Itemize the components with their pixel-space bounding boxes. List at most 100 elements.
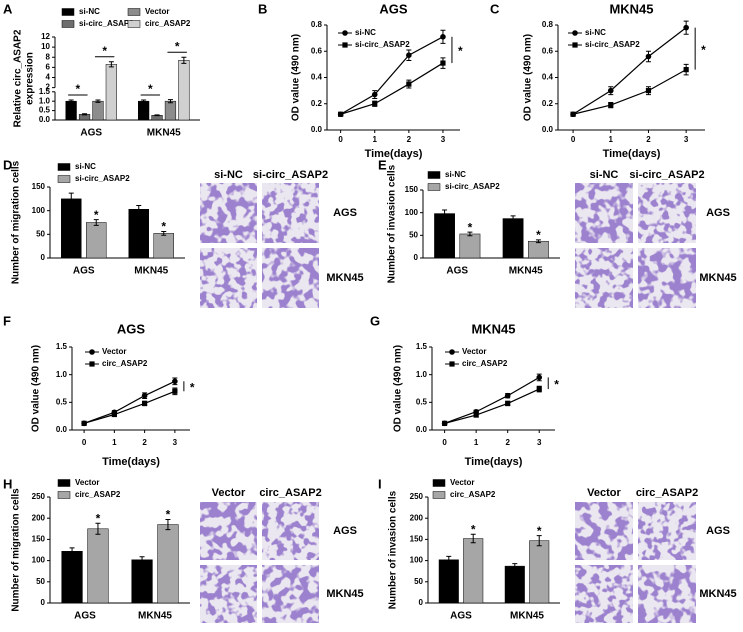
legend-swatch bbox=[57, 163, 71, 171]
error-bar bbox=[510, 215, 516, 222]
y-tick-label: 6 bbox=[46, 62, 51, 71]
x-tick-label: AGS bbox=[74, 611, 96, 622]
legend-label: si-NC bbox=[445, 170, 466, 179]
micrograph-cells bbox=[638, 183, 696, 243]
x-tick-label: 0 bbox=[442, 438, 447, 447]
image-column-label: Vector bbox=[587, 487, 621, 499]
significance-label: * bbox=[458, 44, 463, 58]
panel-letter: I bbox=[378, 476, 382, 491]
x-tick-label: 3 bbox=[537, 438, 542, 447]
x-tick-label: 2 bbox=[505, 438, 510, 447]
x-tick-label: MKN45 bbox=[510, 611, 544, 622]
y-tick-label: 150 bbox=[410, 535, 424, 544]
marker bbox=[607, 87, 614, 94]
y-tick-label: 150 bbox=[405, 185, 419, 194]
legend-swatch bbox=[127, 8, 141, 16]
y-axis-label: Relative circ_ASAP2 bbox=[13, 29, 24, 127]
legend-label: si-NC bbox=[79, 7, 100, 16]
y-tick-label: 1.0 bbox=[56, 370, 68, 379]
marker bbox=[172, 378, 178, 385]
x-tick-label: MKN45 bbox=[134, 266, 168, 277]
y-tick-label: 100 bbox=[32, 206, 46, 215]
y-axis-label: expression bbox=[25, 52, 36, 105]
marker bbox=[683, 24, 689, 31]
significance-label: * bbox=[554, 377, 559, 391]
legend-label: Vector bbox=[102, 347, 126, 356]
marker bbox=[504, 392, 511, 399]
y-tick-label: 0.6 bbox=[542, 46, 554, 55]
x-axis-label: Time(days) bbox=[365, 148, 423, 160]
legend-label: si-circ_ASAP2 bbox=[585, 40, 640, 49]
panel-letter: D bbox=[3, 157, 12, 172]
marker bbox=[141, 392, 148, 399]
bar bbox=[61, 198, 82, 259]
y-axis-label: Number of migration cells bbox=[11, 160, 22, 284]
error-bar bbox=[467, 231, 473, 237]
legend-swatch bbox=[427, 183, 441, 191]
y-tick-label: 0.5 bbox=[56, 397, 68, 406]
x-tick-label: MKN45 bbox=[138, 611, 172, 622]
marker bbox=[81, 420, 87, 426]
bar bbox=[87, 528, 109, 604]
marker bbox=[536, 374, 543, 381]
y-tick-label: 0 bbox=[414, 253, 419, 262]
line bbox=[572, 27, 687, 115]
bar bbox=[438, 559, 459, 604]
y-tick-label: 0.6 bbox=[311, 46, 323, 55]
bar bbox=[131, 559, 153, 604]
marker bbox=[342, 42, 348, 48]
y-tick-label: 0.4 bbox=[311, 73, 323, 82]
x-tick-label: 0 bbox=[338, 135, 343, 144]
y-axis-label: OD value (490 nm) bbox=[31, 345, 42, 432]
y-tick-label: 4 bbox=[46, 73, 51, 82]
bar bbox=[128, 208, 150, 259]
legend-swatch bbox=[127, 20, 141, 28]
legend-label: circ_ASAP2 bbox=[102, 359, 148, 368]
marker bbox=[442, 420, 448, 426]
error-bar bbox=[95, 99, 101, 103]
x-tick-label: AGS bbox=[73, 266, 95, 277]
legend-label: circ_ASAP2 bbox=[145, 19, 191, 28]
line bbox=[444, 376, 540, 424]
micrograph-cells bbox=[638, 565, 696, 623]
bar bbox=[178, 60, 190, 121]
error-bar bbox=[536, 535, 542, 547]
error-bar bbox=[68, 99, 74, 103]
y-tick-label: 50 bbox=[36, 577, 45, 586]
bar bbox=[528, 240, 549, 259]
error-bar bbox=[93, 219, 99, 226]
image-row-label: MKN45 bbox=[699, 272, 736, 284]
significance-label: * bbox=[471, 522, 476, 536]
micrograph-cells bbox=[575, 502, 633, 560]
bar bbox=[157, 524, 179, 604]
y-tick-label: 200 bbox=[410, 513, 424, 522]
legend-label: si-NC bbox=[75, 162, 96, 171]
marker bbox=[449, 349, 455, 355]
legend-label: Vector bbox=[450, 478, 474, 487]
y-tick-label: 100 bbox=[405, 208, 419, 217]
significance-label: * bbox=[468, 220, 473, 234]
image-column-label: si-circ_ASAP2 bbox=[629, 169, 704, 181]
error-bar bbox=[167, 99, 173, 104]
y-axis-label: OD value (490 nm) bbox=[393, 345, 404, 432]
micrograph-cells bbox=[262, 502, 319, 560]
bar bbox=[105, 64, 117, 121]
y-tick-label: 250 bbox=[410, 492, 424, 501]
x-tick-label: 1 bbox=[609, 135, 614, 144]
micrograph-cells bbox=[262, 248, 319, 308]
panel-letter: G bbox=[370, 313, 380, 328]
image-row-label: MKN45 bbox=[326, 272, 363, 284]
image-column-label: si-NC bbox=[214, 169, 243, 181]
error-bar bbox=[442, 209, 448, 218]
y-tick-label: 50 bbox=[36, 229, 45, 238]
bar bbox=[164, 100, 177, 121]
legend-label: si-circ_ASAP2 bbox=[445, 182, 500, 191]
legend-label: si-NC bbox=[355, 28, 376, 37]
marker bbox=[338, 111, 344, 117]
panel-letter: F bbox=[3, 313, 11, 328]
y-tick-label: 1.5 bbox=[39, 87, 51, 96]
error-bar bbox=[470, 533, 476, 544]
line bbox=[572, 69, 687, 115]
